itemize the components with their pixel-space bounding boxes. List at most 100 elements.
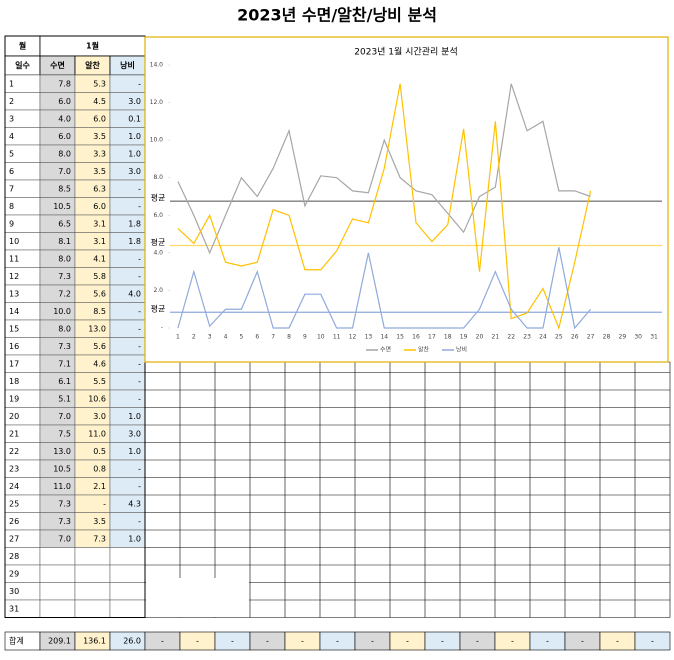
total-value: - (301, 637, 304, 646)
x-tick-label: 2 (192, 334, 196, 341)
total-value: - (441, 637, 444, 646)
total-value: - (161, 637, 164, 646)
day-cell: 24 (9, 482, 19, 491)
cell (39, 599, 76, 618)
day-cell: 30 (9, 587, 19, 596)
day-cell: 11 (9, 254, 19, 263)
x-tick-label: 26 (571, 334, 579, 341)
day-cell: 26 (9, 517, 19, 526)
y-tick-label: 12.0 (150, 99, 164, 106)
day-cell: 12 (9, 272, 19, 281)
value-cell: 7.5 (58, 429, 71, 438)
day-cell: 29 (9, 569, 19, 578)
x-tick-label: 10 (317, 334, 325, 341)
y-tick-label: 4.0 (153, 249, 163, 256)
day-cell: 21 (9, 429, 19, 438)
value-cell: 3.5 (93, 167, 106, 176)
value-cell: 3.3 (93, 149, 106, 158)
cell (74, 547, 111, 566)
total-value: - (651, 637, 654, 646)
day-cell: 27 (9, 534, 19, 543)
value-cell: 7.3 (58, 517, 71, 526)
total-value: - (231, 637, 234, 646)
value-cell: 7.1 (58, 359, 71, 368)
column-header: 일수 (15, 60, 30, 70)
value-cell: 3.1 (93, 237, 106, 246)
x-tick-label: 6 (255, 334, 259, 341)
value-cell: 1.0 (128, 534, 141, 543)
total-value: - (616, 637, 619, 646)
day-cell: 8 (9, 202, 14, 211)
x-tick-label: 1 (176, 334, 180, 341)
day-cell: 22 (9, 447, 19, 456)
total-value: 209.1 (48, 637, 71, 646)
day-cell: 25 (9, 499, 19, 508)
value-cell: 7.2 (58, 289, 71, 298)
value-cell: - (138, 482, 141, 491)
cell (109, 564, 146, 583)
x-tick-label: 30 (634, 334, 642, 341)
day-cell: 18 (9, 377, 19, 386)
value-cell: 0.5 (93, 447, 106, 456)
x-tick-label: 27 (587, 334, 595, 341)
value-cell: - (138, 324, 141, 333)
value-cell: 6.3 (93, 184, 106, 193)
column-header: 낭비 (120, 60, 135, 70)
value-cell: 6.5 (58, 219, 71, 228)
x-tick-label: 15 (396, 334, 404, 341)
value-cell: 3.5 (93, 517, 106, 526)
value-cell: 5.6 (93, 289, 106, 298)
value-cell: 6.0 (58, 97, 71, 106)
value-cell: 1.8 (128, 219, 141, 228)
x-tick-label: 19 (460, 334, 468, 341)
total-value: - (371, 637, 374, 646)
value-cell: 8.5 (58, 184, 71, 193)
value-cell: 1.0 (128, 149, 141, 158)
x-tick-label: 24 (539, 334, 547, 341)
total-value: - (581, 637, 584, 646)
value-cell: - (138, 342, 141, 351)
column-header: 수면 (50, 60, 65, 70)
cell (74, 599, 111, 618)
y-tick-label: 2.0 (153, 287, 163, 294)
value-cell: 6.0 (58, 132, 71, 141)
value-cell: 5.6 (93, 342, 106, 351)
day-cell: 15 (9, 324, 19, 333)
value-cell: 3.5 (93, 132, 106, 141)
value-cell: 1.0 (128, 132, 141, 141)
value-cell: 5.3 (93, 79, 106, 88)
value-cell: 10.6 (88, 394, 106, 403)
chart-title: 2023년 1월 시간관리 분석 (354, 46, 457, 58)
total-value: - (476, 637, 479, 646)
value-cell: 13.0 (53, 447, 71, 456)
value-cell: 8.0 (58, 149, 71, 158)
total-value: - (266, 637, 269, 646)
value-cell: 4.0 (58, 114, 71, 123)
value-cell: 7.3 (93, 534, 106, 543)
value-cell: 3.1 (93, 219, 106, 228)
value-cell: - (138, 79, 141, 88)
value-cell: - (138, 307, 141, 316)
day-cell: 7 (9, 184, 14, 193)
x-tick-label: 12 (349, 334, 357, 341)
sheet-title: 2023년 수면/알찬/낭비 분석 (237, 6, 437, 25)
value-cell: 11.0 (88, 429, 106, 438)
cell (39, 547, 76, 566)
value-cell: - (138, 377, 141, 386)
y-tick-label: 14.0 (150, 62, 164, 69)
value-cell: 7.8 (58, 79, 71, 88)
average-label: 평균 (151, 193, 166, 203)
value-cell: 1.0 (128, 412, 141, 421)
x-tick-label: 28 (603, 334, 611, 341)
x-tick-label: 20 (476, 334, 484, 341)
y-tick-label: 8.0 (153, 174, 163, 181)
value-cell: 7.3 (58, 272, 71, 281)
value-cell: 2.1 (93, 482, 106, 491)
day-cell: 4 (9, 132, 14, 141)
total-label: 합계 (9, 636, 24, 646)
month-label: 월 (19, 41, 26, 51)
cell (39, 564, 76, 583)
value-cell: - (138, 202, 141, 211)
day-cell: 20 (9, 412, 19, 421)
total-value: - (511, 637, 514, 646)
